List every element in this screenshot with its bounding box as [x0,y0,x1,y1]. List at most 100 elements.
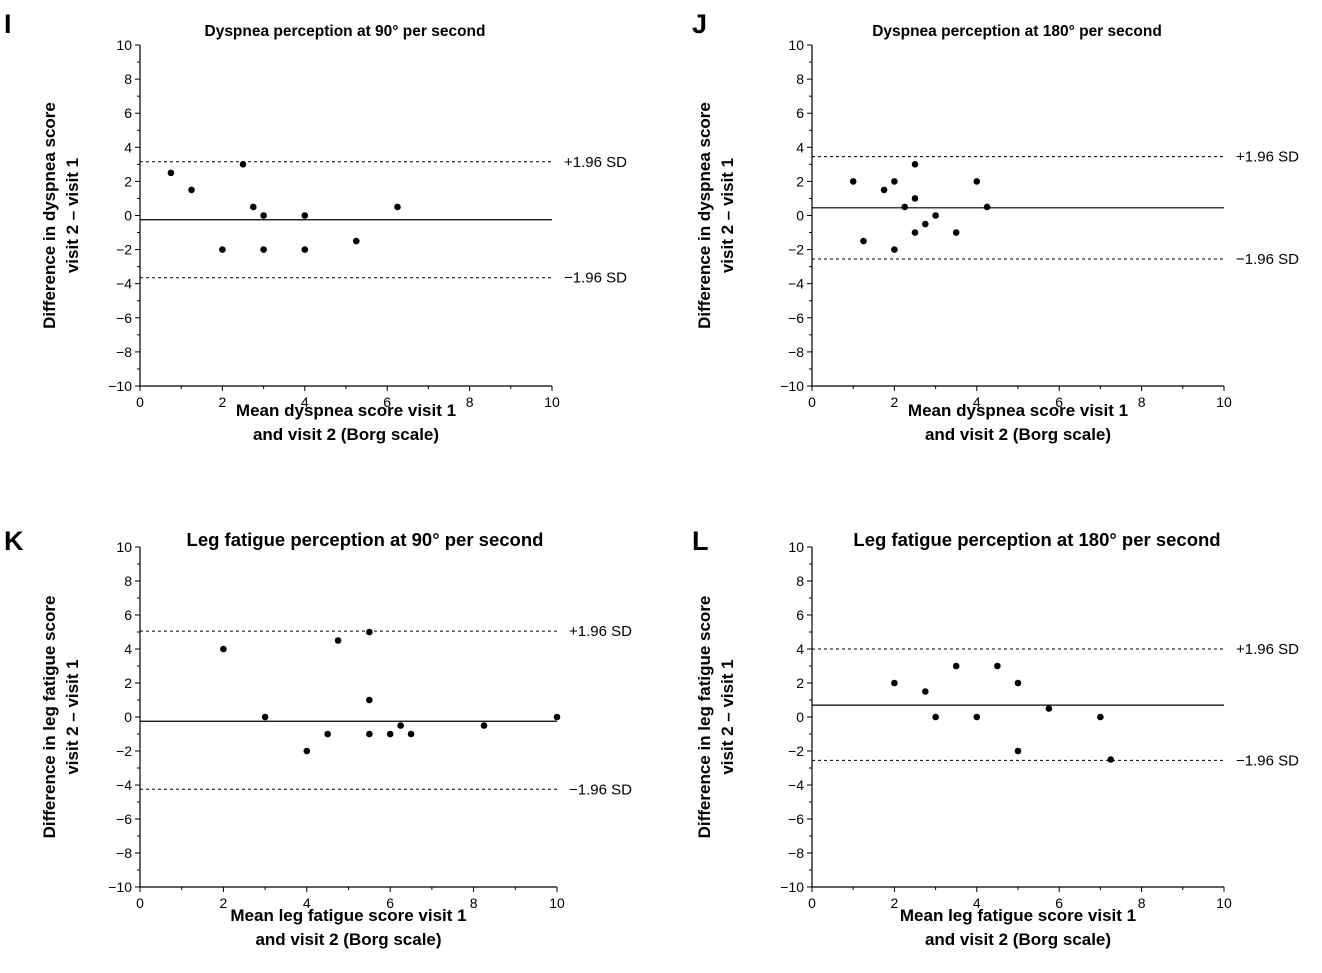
upper-limit-label: +1.96 SD [1236,149,1299,166]
x-tick-label: 6 [1055,895,1063,911]
y-tick-label: 4 [796,641,804,657]
x-axis-title-line-2: and visit 2 (Borg scale) [253,425,439,444]
data-point [480,722,488,729]
y-tick-label: −4 [788,777,804,793]
upper-limit-label: +1.96 SD [564,154,627,171]
y-tick-label: −10 [780,879,804,895]
x-tick-label: 6 [386,895,394,911]
data-point [1107,756,1114,763]
y-tick-label: 2 [124,675,132,691]
x-tick-label: 4 [303,895,311,911]
y-tick-label: 0 [796,709,804,725]
data-point [167,169,175,177]
panel-letter: L [692,526,709,556]
lower-limit-label: −1.96 SD [569,781,632,798]
x-tick-label: 4 [973,394,981,410]
panel-letter: K [4,526,24,556]
data-point [260,212,267,219]
data-point [860,237,867,245]
data-point [973,178,981,185]
y-tick-label: −2 [116,743,132,759]
data-point [260,246,267,253]
data-point [334,637,342,644]
y-tick-label: 6 [796,607,804,623]
data-point [1014,747,1022,755]
x-tick-label: 2 [891,895,899,911]
data-point [397,722,404,729]
y-tick-label: −2 [116,242,132,258]
y-tick-label: 10 [116,37,132,53]
data-point [932,212,939,219]
data-point [952,229,960,236]
chart-title: Leg fatigue perception at 180° per secon… [853,529,1220,550]
data-point [911,161,919,168]
y-axis-title-line-1: Difference in dyspnea score [695,102,714,329]
data-point [353,237,360,245]
x-tick-label: 2 [891,394,899,410]
panel-letter: J [692,9,707,39]
data-point [386,730,394,738]
panel-j: J Dyspnea perception at 180° per second 10… [692,9,1299,444]
x-tick-label: 2 [219,394,227,410]
x-tick-label: 2 [220,895,228,911]
y-tick-label: −10 [780,378,804,394]
y-axis-title-line-1: Difference in leg fatigue score [695,596,714,839]
data-point [1045,705,1053,712]
lower-limit-label: −1.96 SD [1236,752,1299,769]
data-point [849,178,857,185]
data-point [911,229,919,236]
data-point [239,161,247,168]
upper-limit-label: +1.96 SD [569,623,632,640]
lower-limit-label: −1.96 SD [564,270,627,287]
x-tick-label: 0 [136,895,144,911]
x-tick-label: 4 [301,394,309,410]
y-tick-label: 8 [124,71,132,87]
data-point [553,713,561,721]
y-tick-label: −6 [116,811,132,827]
x-tick-label: 0 [808,394,816,410]
y-tick-label: −4 [116,777,132,793]
y-tick-label: −10 [108,378,132,394]
data-point [250,203,257,211]
panel-i: I Dyspnea perception at 90° per second 10 8… [4,9,627,444]
panel-letter: I [4,9,12,39]
chart-title: Dyspnea perception at 180° per second [872,23,1162,40]
y-tick-label: 8 [796,573,804,589]
data-point [983,203,991,211]
y-tick-label: −6 [788,310,804,326]
panel-l: L Leg fatigue perception at 180° per seco… [692,526,1299,949]
x-axis-title-line-1: Mean leg fatigue score visit 1 [900,906,1136,925]
upper-limit-label: +1.96 SD [1236,641,1299,658]
y-tick-label: 6 [124,105,132,121]
y-tick-label: −2 [788,743,804,759]
x-axis-title-line-1: Mean leg fatigue score visit 1 [230,906,466,925]
y-tick-label: 2 [796,173,804,189]
data-point [303,747,311,755]
chart-title: Dyspnea perception at 90° per second [205,23,486,40]
panel-k: K Leg fatigue perception at 90° per secon… [4,526,632,949]
x-tick-label: 4 [973,895,981,911]
y-tick-label: −4 [116,276,132,292]
data-point [394,203,401,211]
y-axis-title-line-2: visit 2 – visit 1 [63,659,82,774]
y-tick-label: −8 [788,845,804,861]
x-tick-label: 0 [136,394,144,410]
y-tick-label: −8 [116,845,132,861]
y-tick-label: 6 [796,105,804,121]
data-point [1014,679,1022,687]
x-tick-label: 8 [1138,394,1146,410]
y-tick-label: −10 [108,879,132,895]
data-point [366,730,373,738]
x-tick-label: 8 [466,394,474,410]
data-point [880,186,888,194]
x-axis-title-line-2: and visit 2 (Borg scale) [255,930,441,949]
data-point [891,246,898,253]
data-point [922,220,929,228]
x-axis-title-line-1: Mean dyspnea score visit 1 [236,401,456,420]
data-point [994,662,1001,670]
y-tick-label: 2 [124,173,132,189]
data-point [220,645,227,653]
x-tick-label: 10 [1216,394,1232,410]
y-tick-label: 4 [124,139,132,155]
data-point [188,186,195,194]
